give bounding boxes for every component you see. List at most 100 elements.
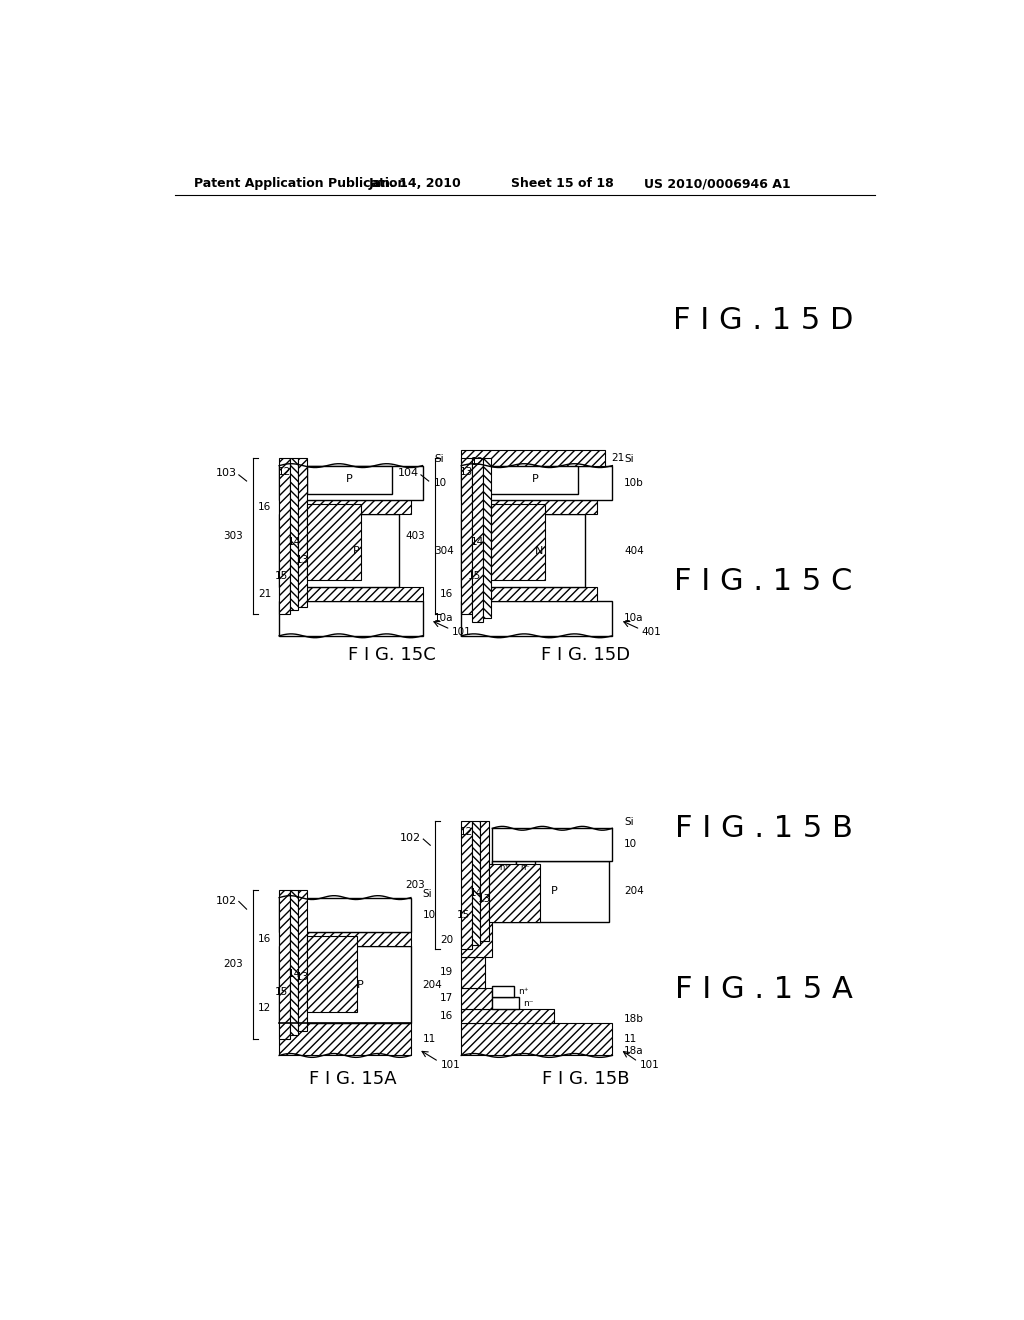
- Text: Si: Si: [624, 454, 634, 465]
- Text: P: P: [345, 474, 352, 484]
- Bar: [489, 466, 579, 494]
- Bar: [461, 987, 493, 1010]
- Text: 13: 13: [296, 972, 309, 982]
- Bar: [461, 923, 493, 957]
- Text: 16: 16: [258, 502, 271, 512]
- Text: 101: 101: [452, 627, 472, 638]
- Text: 303: 303: [223, 531, 243, 541]
- Text: Si: Si: [423, 888, 432, 899]
- Text: F I G. 15D: F I G. 15D: [541, 645, 630, 664]
- Bar: [280, 466, 423, 500]
- Bar: [280, 932, 411, 946]
- Text: 14: 14: [288, 537, 301, 546]
- Text: F I G. 15C: F I G. 15C: [347, 645, 435, 664]
- Bar: [493, 829, 612, 861]
- Text: F I G. 15A: F I G. 15A: [309, 1069, 396, 1088]
- Text: 16: 16: [440, 1011, 454, 1022]
- Bar: [461, 500, 597, 515]
- Text: 401: 401: [642, 627, 662, 638]
- Text: N: N: [535, 545, 543, 556]
- Text: P: P: [353, 545, 360, 556]
- Text: 11: 11: [624, 1035, 637, 1044]
- Bar: [280, 458, 290, 614]
- Text: 13: 13: [296, 556, 309, 565]
- Text: Patent Application Publication: Patent Application Publication: [194, 177, 407, 190]
- Bar: [461, 601, 612, 636]
- Text: 20: 20: [440, 935, 454, 945]
- Bar: [515, 861, 535, 875]
- Bar: [493, 861, 608, 923]
- Text: 10: 10: [624, 840, 637, 850]
- Bar: [461, 1010, 554, 1023]
- Bar: [493, 861, 515, 875]
- Text: 204: 204: [423, 979, 442, 990]
- Text: Jan. 14, 2010: Jan. 14, 2010: [369, 177, 461, 190]
- Text: 101: 101: [640, 1060, 659, 1069]
- Bar: [461, 821, 472, 949]
- Text: 15: 15: [457, 909, 470, 920]
- Text: 21: 21: [611, 453, 624, 463]
- Text: 10a: 10a: [624, 614, 643, 623]
- Text: 404: 404: [624, 545, 644, 556]
- Text: 19: 19: [440, 968, 454, 977]
- Text: n⁺: n⁺: [518, 987, 528, 997]
- Text: 104: 104: [397, 469, 419, 478]
- Bar: [307, 504, 361, 579]
- Bar: [472, 821, 480, 945]
- Bar: [307, 936, 357, 1011]
- Bar: [490, 504, 545, 579]
- Text: 12: 12: [460, 828, 473, 837]
- Bar: [461, 515, 586, 587]
- Bar: [280, 587, 423, 601]
- Text: 12: 12: [471, 457, 484, 467]
- Bar: [280, 515, 399, 587]
- Text: 15: 15: [274, 570, 288, 581]
- Text: n⁻: n⁻: [523, 999, 534, 1007]
- Bar: [461, 450, 604, 466]
- Bar: [472, 458, 483, 622]
- Bar: [480, 821, 489, 941]
- Bar: [461, 466, 612, 500]
- Text: Sheet 15 of 18: Sheet 15 of 18: [511, 177, 613, 190]
- Text: 16: 16: [440, 589, 454, 599]
- Text: 102: 102: [399, 833, 421, 842]
- Text: P: P: [357, 979, 364, 990]
- Bar: [298, 458, 307, 607]
- Text: 21: 21: [258, 589, 271, 599]
- Text: US 2010/0006946 A1: US 2010/0006946 A1: [644, 177, 791, 190]
- Bar: [483, 458, 490, 618]
- Text: 14: 14: [288, 969, 301, 979]
- Bar: [461, 587, 597, 601]
- Text: 17: 17: [440, 994, 454, 1003]
- Text: 10b: 10b: [624, 478, 644, 488]
- Text: 101: 101: [440, 1060, 460, 1069]
- Text: 14: 14: [470, 888, 483, 899]
- Bar: [307, 466, 392, 494]
- Text: 18b: 18b: [624, 1014, 644, 1024]
- Bar: [280, 601, 423, 636]
- Text: 10: 10: [434, 478, 447, 488]
- Bar: [290, 890, 298, 1035]
- Text: F I G . 1 5 D: F I G . 1 5 D: [674, 306, 854, 334]
- Text: F I G . 1 5 A: F I G . 1 5 A: [675, 975, 852, 1005]
- Text: 204: 204: [624, 887, 644, 896]
- Text: 12: 12: [278, 467, 291, 477]
- Bar: [280, 946, 411, 1023]
- Text: 13: 13: [478, 894, 492, 904]
- Bar: [489, 865, 540, 923]
- Bar: [280, 1023, 411, 1056]
- Text: 14: 14: [471, 537, 484, 546]
- Text: 304: 304: [434, 545, 454, 556]
- Text: 18a: 18a: [624, 1045, 644, 1056]
- Bar: [280, 890, 290, 1039]
- Text: F I G. 15B: F I G. 15B: [542, 1069, 629, 1088]
- Bar: [461, 957, 484, 987]
- Text: 16: 16: [258, 935, 271, 944]
- Text: 10: 10: [423, 909, 435, 920]
- Text: 203: 203: [223, 960, 243, 969]
- Bar: [290, 458, 298, 610]
- Text: 15: 15: [274, 987, 288, 998]
- Bar: [280, 898, 411, 932]
- Text: 15: 15: [467, 570, 480, 581]
- Text: F I G . 1 5 C: F I G . 1 5 C: [675, 568, 853, 597]
